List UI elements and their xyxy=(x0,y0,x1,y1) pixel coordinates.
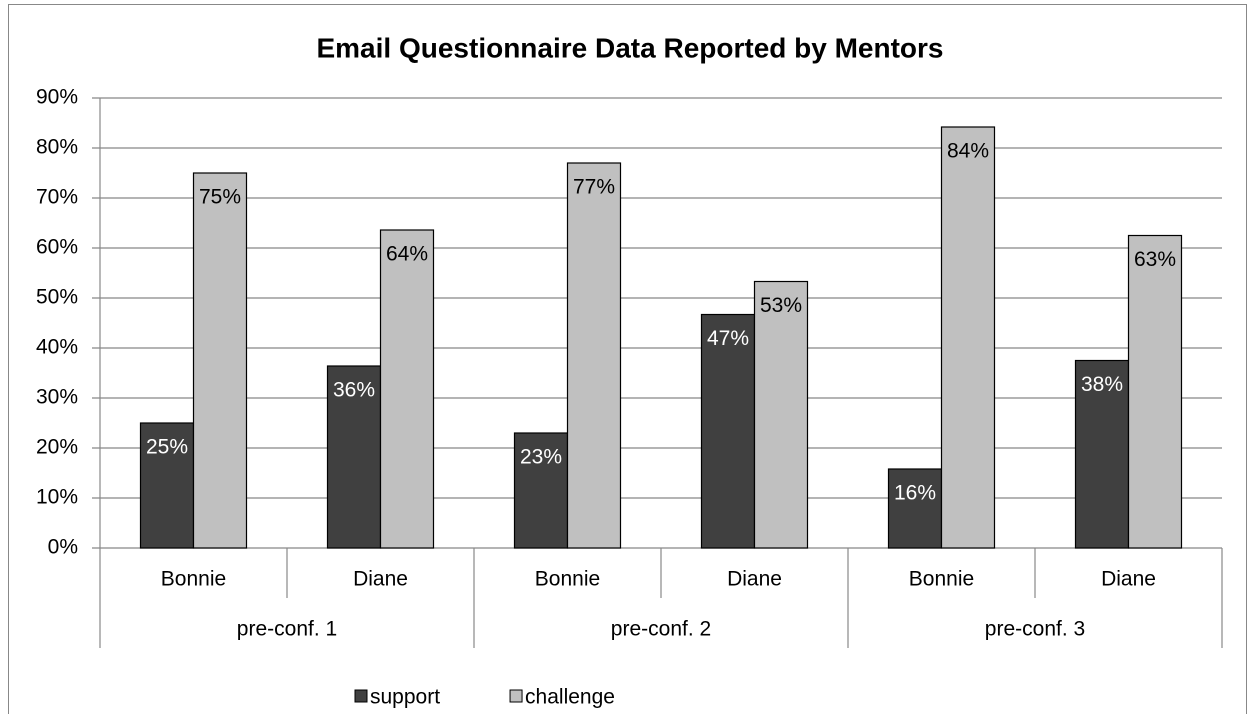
group-label: pre-conf. 1 xyxy=(237,618,337,641)
y-tick-label: 70% xyxy=(36,186,78,209)
data-label: 84% xyxy=(947,140,989,163)
bar xyxy=(753,280,809,549)
x-tick-label: Diane xyxy=(1101,568,1156,591)
bar xyxy=(887,468,943,549)
data-label: 77% xyxy=(573,176,615,199)
x-tick-label: Bonnie xyxy=(161,568,226,591)
data-label: 75% xyxy=(199,186,241,209)
data-label: 16% xyxy=(894,482,936,505)
group-label: pre-conf. 3 xyxy=(985,618,1085,641)
legend-label: challenge xyxy=(525,686,615,709)
data-label: 53% xyxy=(760,294,802,317)
bar xyxy=(940,126,996,549)
x-tick-label: Diane xyxy=(727,568,782,591)
y-tick-label: 30% xyxy=(36,386,78,409)
y-tick-label: 50% xyxy=(36,286,78,309)
data-label: 25% xyxy=(146,436,188,459)
y-tick-label: 90% xyxy=(36,86,78,109)
data-label: 38% xyxy=(1081,373,1123,396)
legend-label: support xyxy=(370,686,440,709)
x-tick-label: Bonnie xyxy=(535,568,600,591)
bar xyxy=(566,162,622,549)
data-label: 63% xyxy=(1134,248,1176,271)
data-label: 47% xyxy=(707,327,749,350)
bar xyxy=(379,229,435,549)
bar xyxy=(1074,359,1130,549)
data-label: 23% xyxy=(520,446,562,469)
data-label: 36% xyxy=(333,379,375,402)
y-tick-label: 60% xyxy=(36,236,78,259)
bar xyxy=(1127,234,1183,549)
x-tick-label: Diane xyxy=(353,568,408,591)
chart-title: Email Questionnaire Data Reported by Men… xyxy=(316,32,943,63)
bar xyxy=(192,172,248,549)
y-tick-label: 40% xyxy=(36,336,78,359)
y-tick-label: 0% xyxy=(48,536,78,559)
data-label: 64% xyxy=(386,243,428,266)
y-tick-label: 80% xyxy=(36,136,78,159)
group-label: pre-conf. 2 xyxy=(611,618,711,641)
y-tick-label: 20% xyxy=(36,436,78,459)
x-tick-label: Bonnie xyxy=(909,568,974,591)
bar xyxy=(326,365,382,549)
bar xyxy=(139,422,195,549)
legend-swatch xyxy=(354,689,368,703)
legend-swatch xyxy=(509,689,523,703)
y-tick-label: 10% xyxy=(36,486,78,509)
bar xyxy=(513,432,569,549)
bar xyxy=(700,313,756,549)
